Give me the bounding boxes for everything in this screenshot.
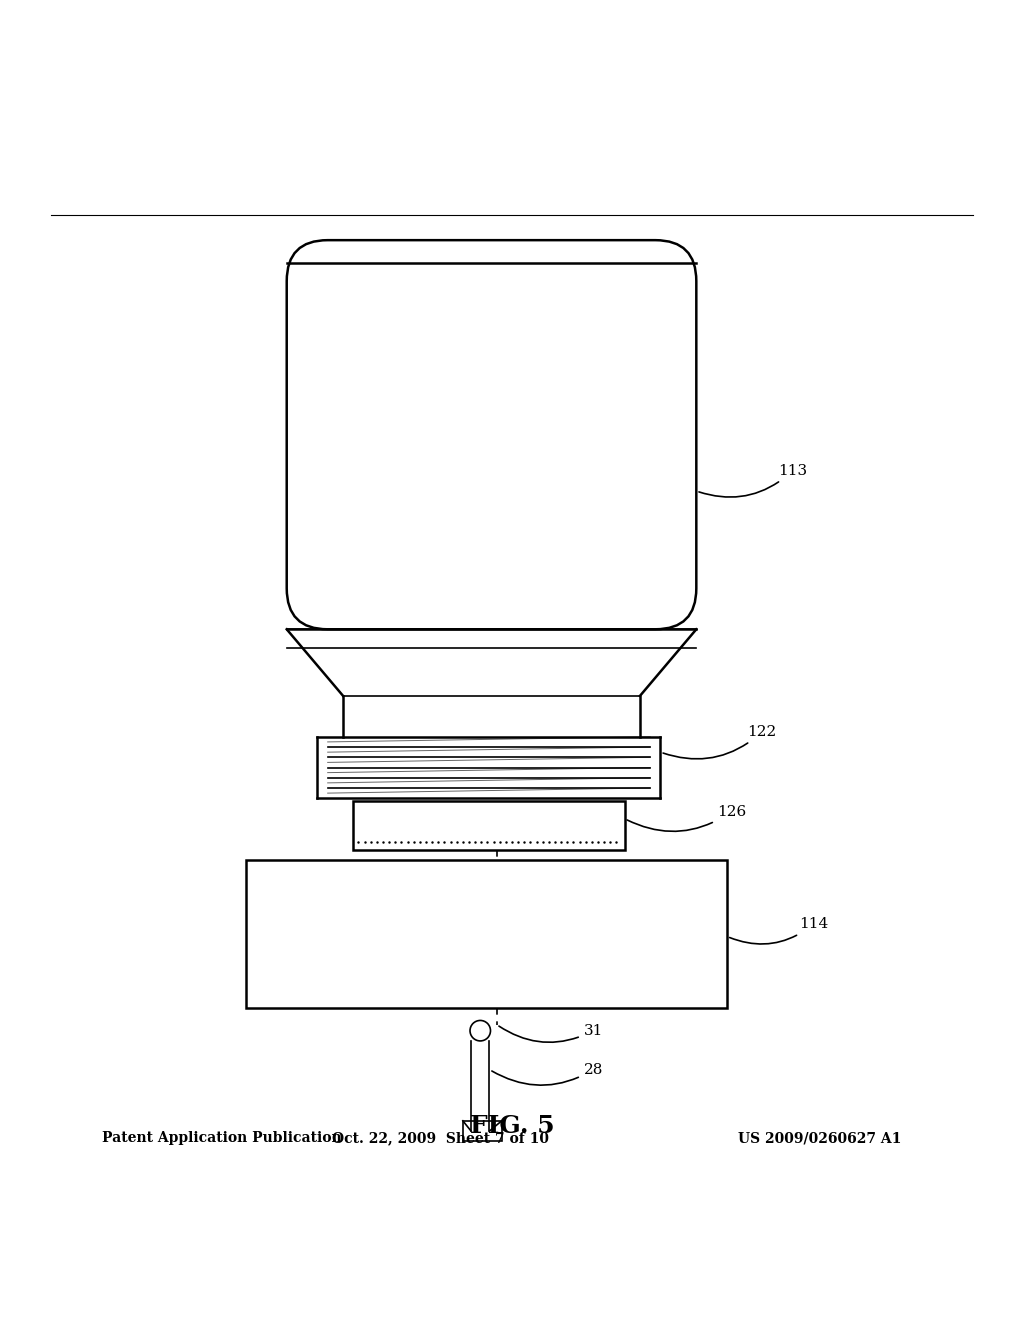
Text: FIG. 5: FIG. 5: [470, 1114, 554, 1138]
Text: 31: 31: [499, 1024, 603, 1043]
Text: 126: 126: [627, 805, 746, 832]
Text: 122: 122: [664, 725, 777, 759]
Bar: [353, 801, 625, 850]
Text: Patent Application Publication: Patent Application Publication: [102, 1131, 342, 1144]
Text: 114: 114: [730, 917, 828, 944]
Text: US 2009/0260627 A1: US 2009/0260627 A1: [737, 1131, 901, 1144]
Text: 113: 113: [699, 463, 807, 498]
Bar: [463, 1121, 502, 1142]
Text: 28: 28: [492, 1063, 603, 1085]
FancyBboxPatch shape: [287, 240, 696, 630]
Bar: [246, 859, 727, 1008]
Circle shape: [470, 1020, 490, 1041]
Text: Oct. 22, 2009  Sheet 7 of 10: Oct. 22, 2009 Sheet 7 of 10: [332, 1131, 549, 1144]
